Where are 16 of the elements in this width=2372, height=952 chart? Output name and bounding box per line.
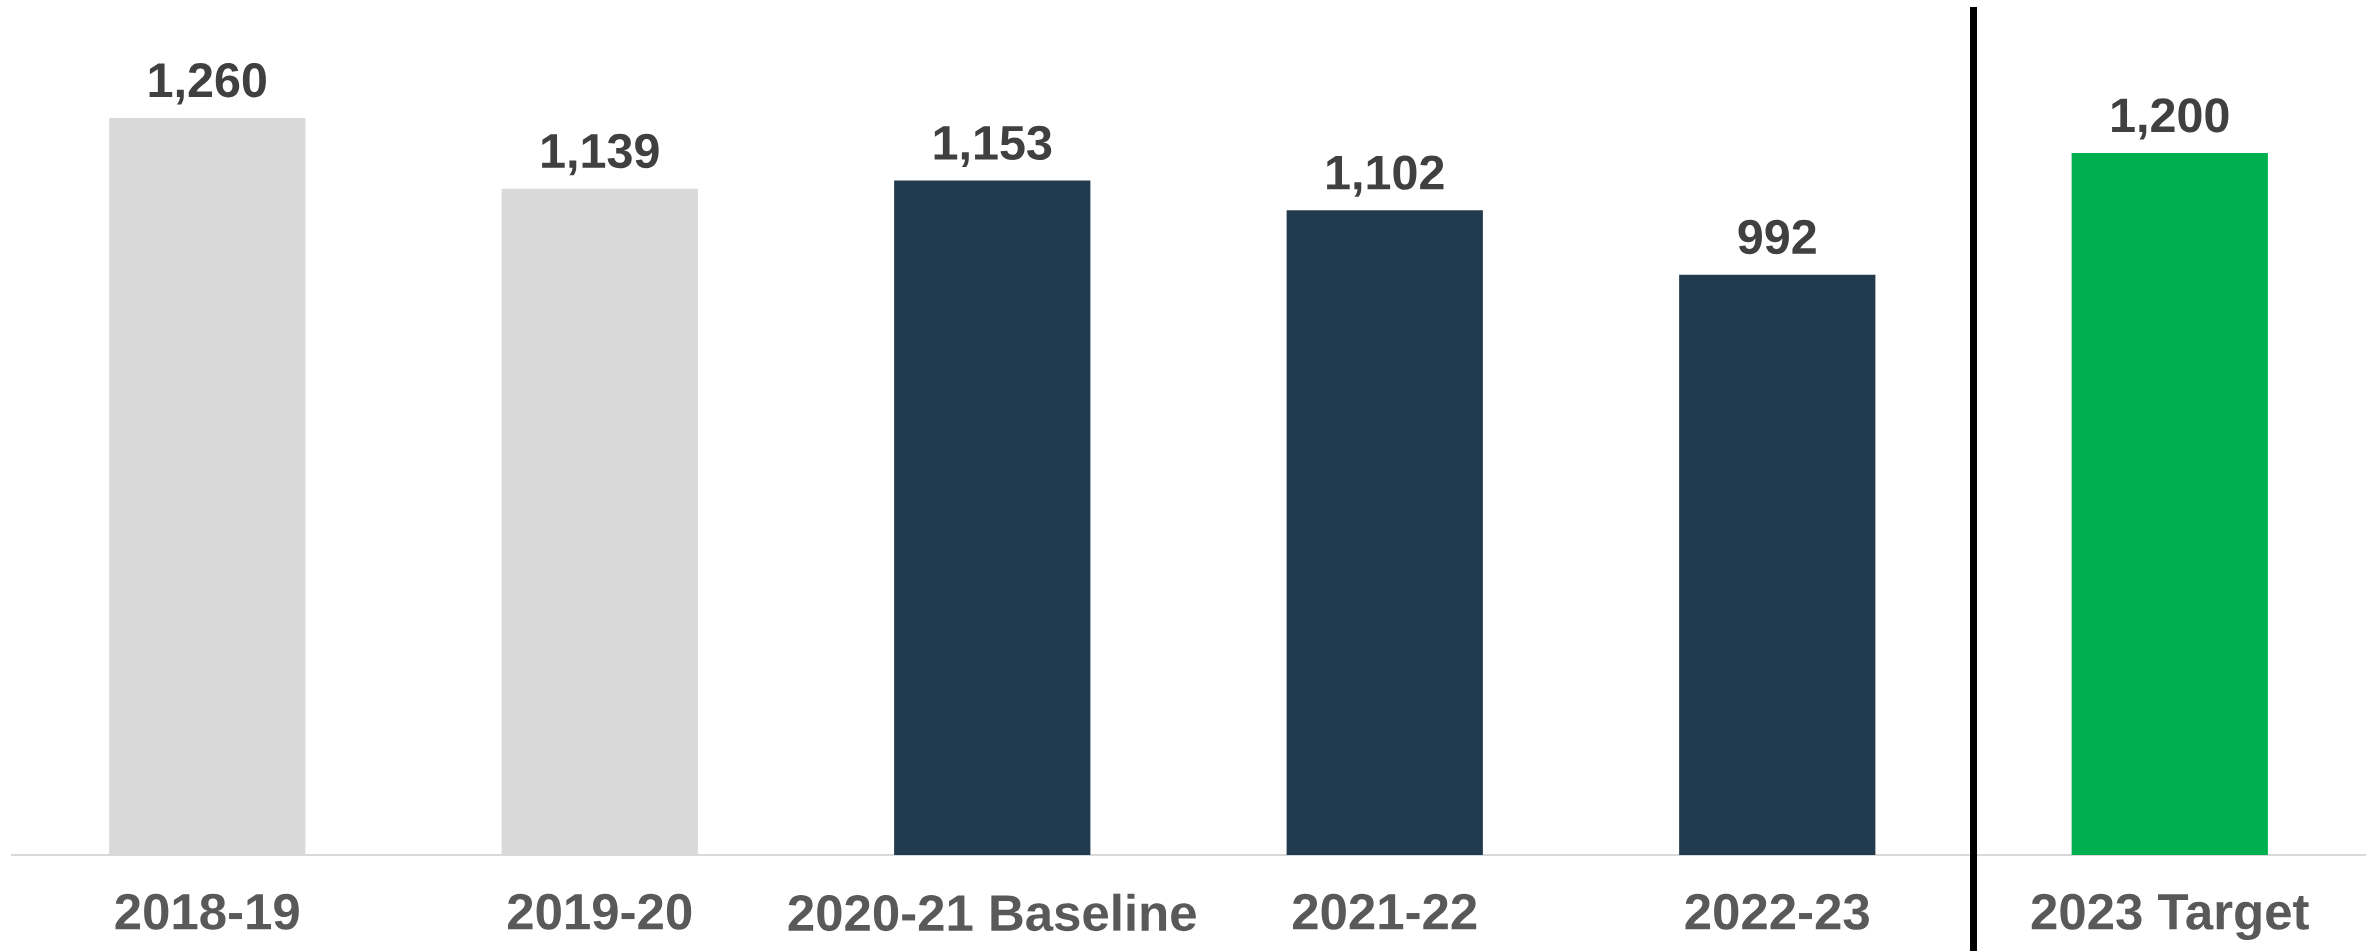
x-tick-label: 2021-22 (1293, 893, 1477, 930)
x-tick-label: 2018-19 (115, 893, 299, 930)
x-tick-label: 2020-21 Baseline (788, 893, 1196, 932)
x-tick-label: 2019-20 (508, 893, 692, 930)
data-label: 1,260 (149, 63, 266, 105)
x-tick-label: 2022-23 (1685, 893, 1869, 930)
bar (2071, 153, 2268, 855)
data-label: 1,200 (2112, 98, 2229, 140)
data-label: 1,139 (542, 133, 659, 176)
x-tick-label: 2023 Target (2031, 893, 2309, 941)
data-label: 992 (1738, 219, 1816, 255)
data-label: 1,102 (1327, 155, 1444, 197)
data-label: 1,153 (934, 125, 1052, 168)
bar (1679, 274, 1876, 855)
bar (894, 180, 1091, 855)
bar (1286, 210, 1483, 855)
